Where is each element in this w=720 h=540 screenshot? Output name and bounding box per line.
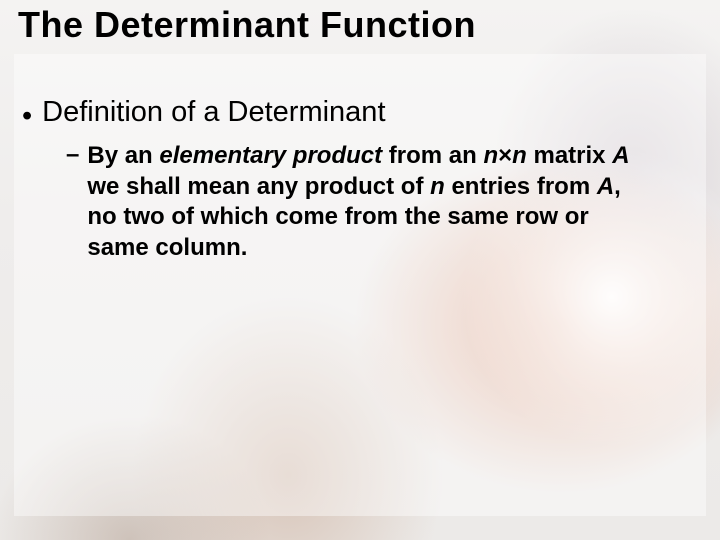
- text-run-italic: A: [612, 142, 629, 169]
- text-run-italic: n: [483, 142, 498, 169]
- bullet-level2: – By an elementary product from an n×n m…: [22, 141, 690, 264]
- text-run: from an: [382, 142, 483, 169]
- times-symbol: ×: [498, 142, 512, 169]
- dash-icon: –: [66, 141, 79, 169]
- slide-title: The Determinant Function: [18, 4, 702, 46]
- bullet-icon: •: [22, 96, 32, 131]
- text-run: we shall mean any product of: [87, 173, 430, 200]
- bullet-level1-text: Definition of a Determinant: [42, 96, 385, 129]
- text-run-italic: A: [597, 173, 614, 200]
- slide-body: • Definition of a Determinant – By an el…: [22, 96, 690, 264]
- text-run: entries from: [445, 173, 597, 200]
- bullet-level2-text: By an elementary product from an n×n mat…: [87, 141, 647, 264]
- text-run: matrix: [527, 142, 612, 169]
- text-run-italic: n: [512, 142, 527, 169]
- text-run-italic: elementary product: [159, 142, 382, 169]
- text-run-italic: n: [430, 173, 445, 200]
- text-run: By an: [87, 142, 159, 169]
- bullet-level1: • Definition of a Determinant: [22, 96, 690, 131]
- slide: The Determinant Function • Definition of…: [0, 0, 720, 540]
